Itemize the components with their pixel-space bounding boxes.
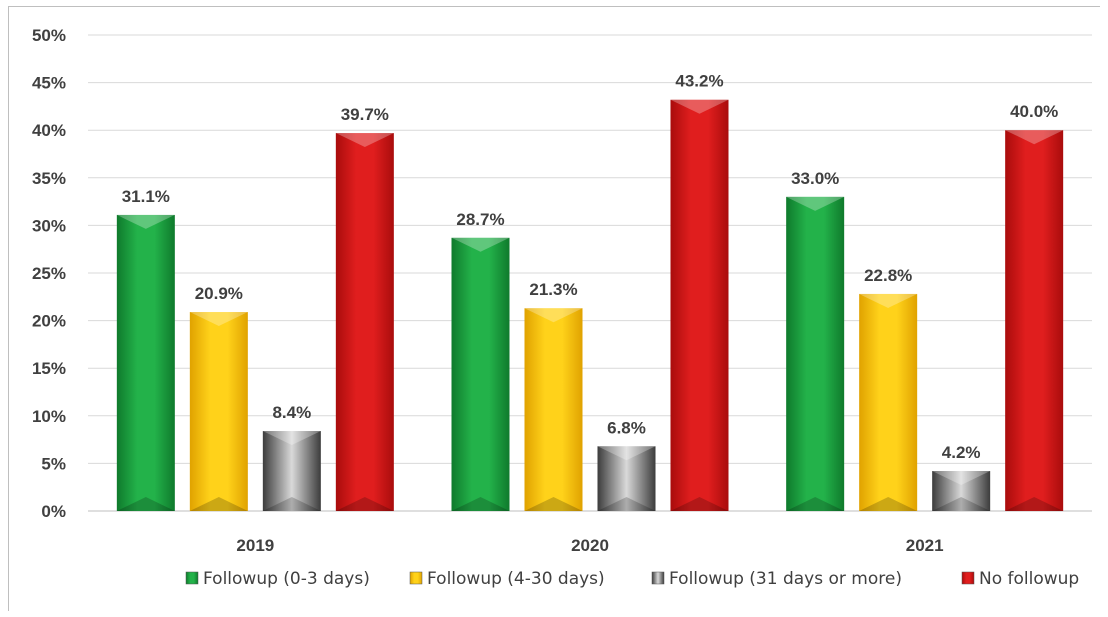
x-tick-label: 2019 [236, 536, 274, 555]
legend-label: Followup (4-30 days) [427, 569, 605, 589]
bar-bevel-bottom [335, 497, 394, 511]
legend-item: Followup (4-30 days) [409, 569, 605, 589]
bar [451, 237, 510, 511]
bar-bevel-bottom [524, 497, 583, 511]
bar-body [786, 196, 845, 511]
bar-bevel-bottom [116, 497, 175, 511]
data-label: 31.1% [122, 187, 170, 206]
y-tick-label: 50% [32, 26, 66, 45]
y-tick-label: 5% [41, 454, 66, 473]
bar [597, 446, 656, 511]
bar-bevel-bottom [932, 497, 991, 511]
bar-bevel-top [116, 214, 175, 229]
legend-swatch [185, 571, 199, 585]
x-axis: 2019 2020 2021 [236, 536, 943, 555]
bar [859, 293, 918, 511]
bar-bevel-top [335, 133, 394, 148]
bar-bevel-bottom [786, 497, 845, 511]
bar [670, 99, 729, 512]
y-tick-label: 0% [41, 502, 66, 521]
legend-item: Followup (31 days or more) [651, 569, 902, 589]
bar-body [451, 237, 510, 511]
y-tick-label: 15% [32, 359, 66, 378]
bar-bevel-bottom [451, 497, 510, 511]
bar [116, 214, 175, 512]
data-label: 40.0% [1010, 102, 1058, 121]
bar-bevel-top [932, 471, 991, 486]
bar-bevel-top [189, 312, 248, 327]
bars [116, 99, 1064, 512]
y-axis: 0% 5% 10% 15% 20% 25% 30% 35% 40% 45% 50% [32, 26, 66, 521]
y-tick-label: 40% [32, 121, 66, 140]
legend-label: No followup [979, 569, 1079, 589]
bar-bevel-bottom [597, 497, 656, 511]
bar-bevel-bottom [189, 497, 248, 511]
data-label: 39.7% [341, 105, 389, 124]
bar-bevel-bottom [262, 497, 321, 511]
bar [189, 312, 248, 511]
bar-bevel-top [670, 99, 729, 114]
y-tick-label: 35% [32, 169, 66, 188]
bar-bevel-bottom [670, 497, 729, 511]
bar-bevel-bottom [859, 497, 918, 511]
data-label: 4.2% [942, 443, 981, 462]
chart-frame [8, 6, 1100, 611]
bar-bevel-bottom [1005, 497, 1064, 511]
x-tick-label: 2020 [571, 536, 609, 555]
bar-bevel-top [597, 446, 656, 461]
bar-bevel-top [451, 237, 510, 252]
bar-body [335, 133, 394, 511]
bar-body [1005, 130, 1064, 511]
bar [1005, 130, 1064, 511]
data-label: 33.0% [791, 169, 839, 188]
y-tick-label: 10% [32, 407, 66, 426]
data-labels: 31.1% 20.9% 8.4% 39.7% 28.7% 21.3% 6.8% 43.2% 33… [122, 72, 1059, 462]
data-label: 43.2% [675, 72, 723, 91]
legend-label: Followup (31 days or more) [669, 569, 902, 589]
data-label: 6.8% [607, 418, 646, 437]
data-label: 21.3% [529, 280, 577, 299]
bar [932, 471, 991, 511]
bar-bevel-top [859, 293, 918, 308]
bar-bevel-top [786, 196, 845, 211]
bar [262, 431, 321, 511]
bar-body [859, 293, 918, 511]
y-tick-label: 25% [32, 264, 66, 283]
data-label: 28.7% [456, 210, 504, 229]
bar-bevel-top [262, 431, 321, 446]
y-tick-label: 20% [32, 312, 66, 331]
bar-body [670, 99, 729, 512]
bar-body [932, 471, 991, 511]
bar-body [116, 214, 175, 512]
gridlines [88, 34, 1092, 512]
legend-swatch [651, 571, 665, 585]
y-tick-label: 30% [32, 216, 66, 235]
bar-body [597, 446, 656, 511]
legend-label: Followup (0-3 days) [203, 569, 370, 589]
legend: Followup (0-3 days) Followup (4-30 days) F… [185, 569, 1079, 589]
legend-swatch [961, 571, 975, 585]
bar-bevel-top [524, 308, 583, 323]
bar [335, 133, 394, 511]
bar-body [189, 312, 248, 511]
y-tick-label: 45% [32, 74, 66, 93]
bar [786, 196, 845, 511]
x-tick-label: 2021 [906, 536, 944, 555]
data-label: 8.4% [272, 403, 311, 422]
bar-bevel-top [1005, 130, 1064, 145]
legend-swatch [409, 571, 423, 585]
bar [524, 308, 583, 511]
bar-body [262, 431, 321, 511]
legend-item: No followup [961, 569, 1079, 589]
bar-body [524, 308, 583, 511]
data-label: 22.8% [864, 266, 912, 285]
data-label: 20.9% [195, 284, 243, 303]
legend-item: Followup (0-3 days) [185, 569, 370, 589]
